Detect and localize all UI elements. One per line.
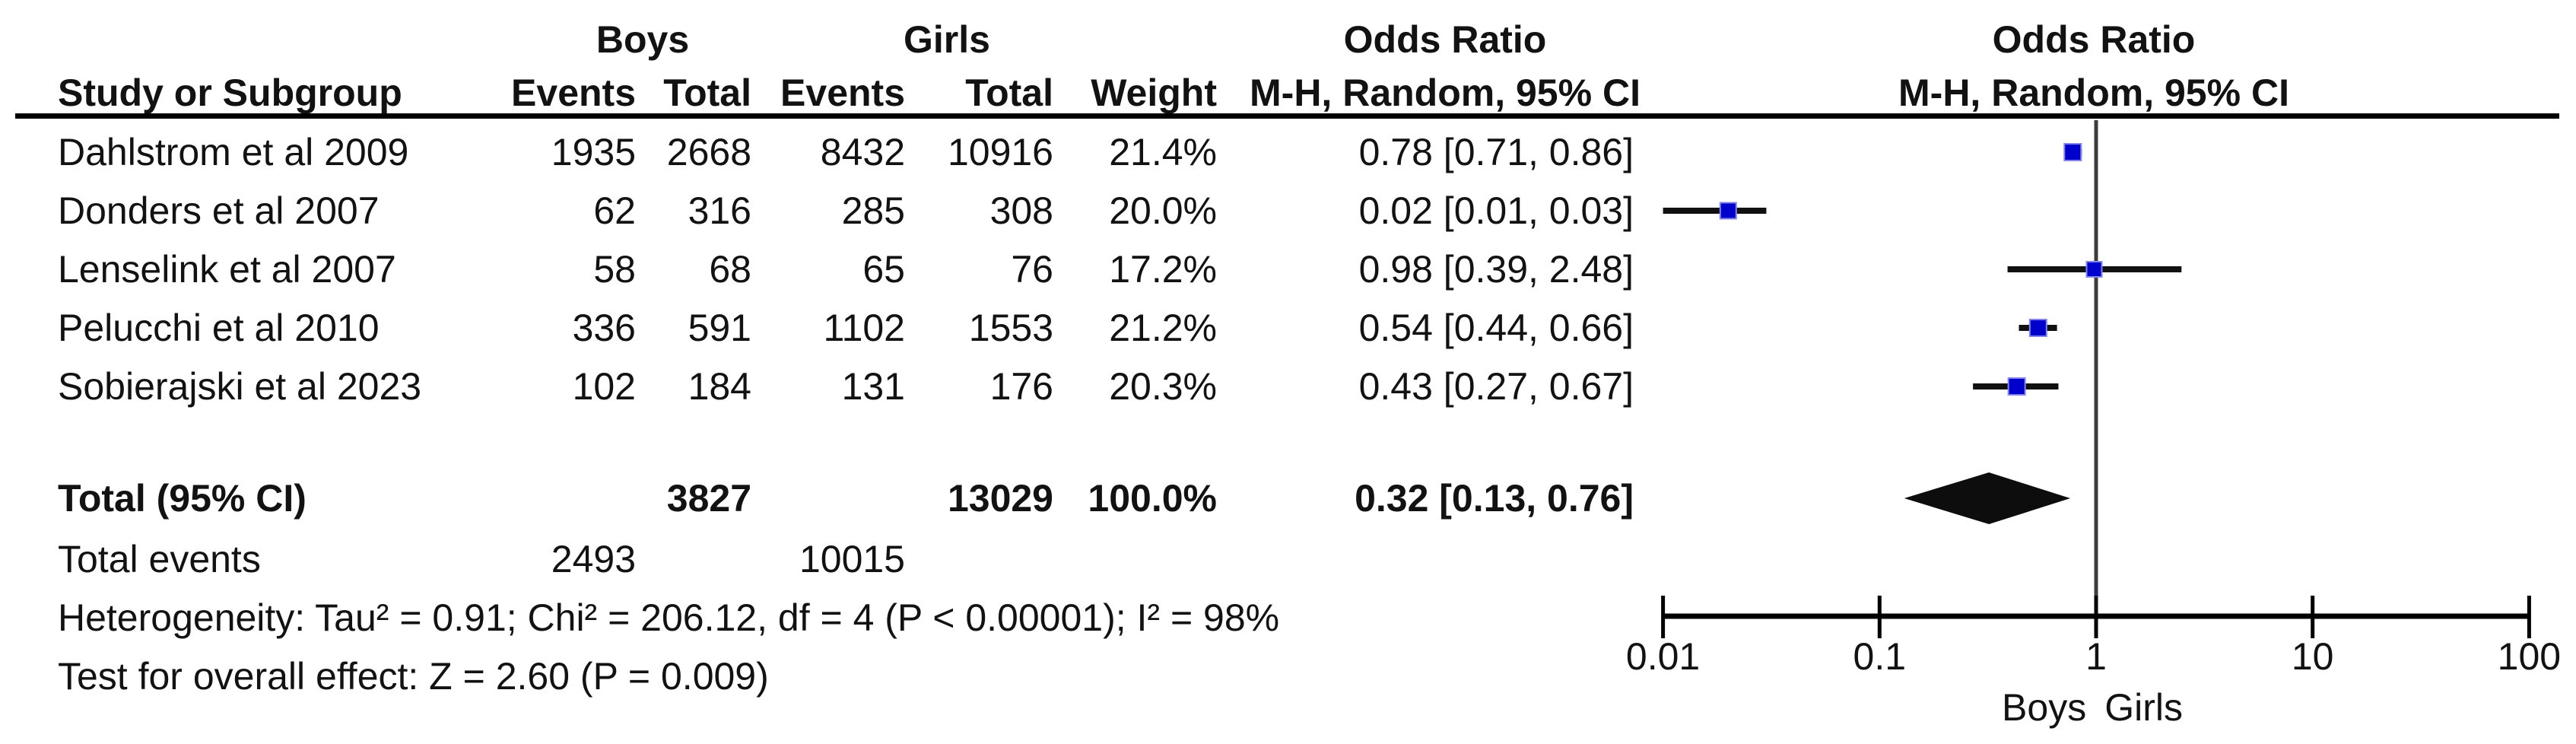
x-axis-tick-label: 100 bbox=[2497, 635, 2562, 678]
heterogeneity-stats: Heterogeneity: Tau² = 0.91; Chi² = 206.1… bbox=[58, 596, 1280, 639]
effect-marker bbox=[1719, 202, 1737, 220]
ci-whisker bbox=[1663, 208, 1767, 214]
girls-group-header: Girls bbox=[904, 18, 990, 61]
boys-total-column-header: Total bbox=[663, 72, 751, 114]
girls-total: 76 bbox=[1011, 248, 1053, 291]
x-axis-tick bbox=[1661, 596, 1666, 638]
study-name: Dahlstrom et al 2009 bbox=[58, 131, 409, 173]
effect-marker bbox=[2085, 261, 2103, 278]
boys-events: 1935 bbox=[551, 131, 636, 173]
ci-text: 0.54 [0.44, 0.66] bbox=[1358, 307, 1634, 349]
total-row-label: Total (95% CI) bbox=[58, 477, 307, 520]
weight: 21.4% bbox=[1109, 131, 1217, 173]
x-axis-tick bbox=[2094, 596, 2098, 638]
effect-marker bbox=[2007, 377, 2026, 396]
girls-events: 285 bbox=[841, 189, 905, 232]
effect-marker bbox=[2028, 319, 2047, 337]
overall-effect-test: Test for overall effect: Z = 2.60 (P = 0… bbox=[58, 655, 769, 698]
pooled-diamond bbox=[1904, 472, 2071, 524]
ci-text: 0.43 [0.27, 0.67] bbox=[1358, 365, 1634, 408]
study-column-header: Study or Subgroup bbox=[58, 72, 402, 114]
method-column-header-plot: M-H, Random, 95% CI bbox=[1898, 72, 2289, 114]
x-axis-tick bbox=[2527, 596, 2531, 638]
boys-events: 336 bbox=[572, 307, 636, 349]
ci-text: 0.98 [0.39, 2.48] bbox=[1358, 248, 1634, 291]
weight-column-header: Weight bbox=[1091, 72, 1217, 114]
boys-events: 62 bbox=[593, 189, 636, 232]
study-name: Lenselink et al 2007 bbox=[58, 248, 396, 291]
girls-total-column-header: Total bbox=[965, 72, 1053, 114]
boys-total: 68 bbox=[709, 248, 751, 291]
total-ci-text: 0.32 [0.13, 0.76] bbox=[1355, 477, 1634, 520]
total-events-boys: 2493 bbox=[551, 538, 636, 580]
study-name: Sobierajski et al 2023 bbox=[58, 365, 422, 408]
weight: 17.2% bbox=[1109, 248, 1217, 291]
x-axis-tick-label: 0.01 bbox=[1625, 635, 1701, 678]
x-axis-tick bbox=[1877, 596, 1882, 638]
x-axis-tick bbox=[2311, 596, 2315, 638]
weight: 20.0% bbox=[1109, 189, 1217, 232]
total-girls-total: 13029 bbox=[947, 477, 1053, 520]
method-column-header-text: M-H, Random, 95% CI bbox=[1250, 72, 1641, 114]
boys-events: 102 bbox=[572, 365, 636, 408]
axis-direction-labels: Boys Girls bbox=[2002, 687, 2183, 729]
odds-ratio-header-text: Odds Ratio bbox=[1343, 18, 1547, 61]
girls-events: 131 bbox=[841, 365, 905, 408]
weight: 20.3% bbox=[1109, 365, 1217, 408]
girls-events-column-header: Events bbox=[780, 72, 905, 114]
header-divider bbox=[15, 113, 2559, 119]
total-events-girls: 10015 bbox=[799, 538, 905, 580]
boys-events-column-header: Events bbox=[511, 72, 636, 114]
girls-total: 1553 bbox=[968, 307, 1053, 349]
girls-total: 176 bbox=[989, 365, 1053, 408]
girls-events: 8432 bbox=[820, 131, 905, 173]
boys-group-header: Boys bbox=[596, 18, 690, 61]
ci-text: 0.02 [0.01, 0.03] bbox=[1358, 189, 1634, 232]
boys-events: 58 bbox=[593, 248, 636, 291]
x-axis-tick-label: 10 bbox=[2291, 635, 2334, 678]
boys-total: 316 bbox=[688, 189, 751, 232]
total-boys-total: 3827 bbox=[666, 477, 751, 520]
study-name: Pelucchi et al 2010 bbox=[58, 307, 380, 349]
odds-ratio-header-plot: Odds Ratio bbox=[1992, 18, 2196, 61]
axis-right-label: Girls bbox=[2104, 686, 2183, 729]
study-name: Donders et al 2007 bbox=[58, 189, 380, 232]
girls-total: 308 bbox=[989, 189, 1053, 232]
girls-events: 1102 bbox=[823, 307, 905, 349]
x-axis-tick-label: 0.1 bbox=[1853, 635, 1907, 678]
boys-total: 591 bbox=[688, 307, 751, 349]
boys-total: 184 bbox=[688, 365, 751, 408]
total-weight: 100.0% bbox=[1088, 477, 1217, 520]
null-effect-line bbox=[2094, 120, 2098, 616]
total-events-label: Total events bbox=[58, 538, 261, 580]
effect-marker bbox=[2063, 143, 2082, 161]
x-axis-tick-label: 1 bbox=[2085, 635, 2107, 678]
ci-text: 0.78 [0.71, 0.86] bbox=[1358, 131, 1634, 173]
girls-events: 65 bbox=[862, 248, 905, 291]
girls-total: 10916 bbox=[947, 131, 1053, 173]
boys-total: 2668 bbox=[666, 131, 751, 173]
weight: 21.2% bbox=[1109, 307, 1217, 349]
axis-left-label: Boys bbox=[2002, 686, 2087, 729]
